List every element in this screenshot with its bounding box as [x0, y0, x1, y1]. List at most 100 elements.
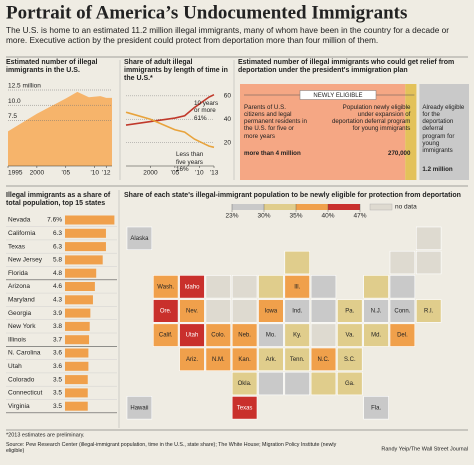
state	[389, 275, 416, 299]
bar	[65, 388, 88, 398]
y-tick-label: 7.5	[8, 113, 17, 120]
legend-swatch	[369, 203, 393, 211]
value-label: 61%	[194, 114, 207, 122]
state	[205, 275, 231, 299]
state	[389, 250, 416, 275]
state	[126, 396, 153, 420]
bar	[65, 228, 106, 238]
state	[310, 299, 337, 323]
bar	[65, 215, 115, 225]
state-label: Pa.	[345, 309, 354, 315]
state	[337, 371, 363, 396]
category-label: New Jersey	[8, 257, 43, 264]
state	[363, 299, 389, 323]
state	[284, 250, 310, 275]
x-tick-label: ’10	[90, 170, 99, 177]
bar	[65, 255, 103, 265]
value-label: 4.3	[53, 297, 62, 304]
state	[205, 299, 231, 323]
value-label: 7.6%	[47, 217, 62, 224]
chart-title: Illegal immigrants as a share of total p…	[6, 192, 111, 208]
state	[363, 323, 389, 347]
category-label: Arizona	[8, 283, 30, 290]
state-label: R.I.	[424, 309, 434, 315]
category-label: Maryland	[8, 297, 35, 304]
x-tick-label: ’12	[102, 170, 111, 177]
category-label: California	[8, 230, 36, 237]
state	[310, 275, 337, 299]
y-tick-label: 40	[224, 116, 232, 123]
x-tick-label: ’10	[195, 170, 204, 177]
state	[363, 396, 389, 420]
state	[258, 371, 284, 396]
value-label: 3.8	[53, 323, 62, 330]
legend-label: no data	[395, 204, 417, 211]
bar	[65, 375, 88, 385]
legend-label: 40%	[321, 213, 334, 220]
category-label: Already eligible for the deportation def…	[422, 104, 465, 154]
legend-label: 47%	[353, 213, 366, 220]
category-label: Illinois	[8, 336, 27, 343]
state	[284, 371, 310, 396]
state	[258, 275, 284, 299]
value-label: 4.8	[53, 270, 62, 277]
legend-label: 30%	[257, 213, 270, 220]
state-label: S.C.	[344, 357, 356, 363]
state	[231, 299, 258, 323]
state-label: Idaho	[184, 284, 200, 290]
value-label: 6.3	[53, 230, 62, 237]
value-label: 1.2 million	[422, 166, 453, 173]
category-label: Virginia	[8, 403, 30, 410]
category-label: N. Carolina	[8, 350, 41, 357]
value-label: 3.7	[53, 336, 62, 343]
state	[231, 396, 258, 420]
category-label: Parents of U.S. citizens and legal perma…	[244, 104, 307, 140]
state	[337, 323, 363, 347]
state-label: N.J.	[371, 309, 382, 315]
bar	[65, 308, 91, 318]
state	[258, 323, 284, 347]
chart-title: Estimated number of illegal immigrants w…	[238, 59, 455, 75]
state-label: Wash.	[157, 284, 174, 290]
state	[415, 250, 442, 275]
state-label: N.C.	[318, 357, 330, 363]
state-label: Hawaii	[130, 405, 148, 411]
bar	[65, 348, 89, 358]
state	[179, 299, 205, 323]
state	[205, 347, 231, 372]
state-label: Colo.	[211, 333, 225, 339]
state	[310, 323, 337, 347]
state	[389, 323, 416, 347]
chart-title: Share of each state's illegal-immigrant …	[124, 192, 461, 199]
bar	[65, 321, 90, 331]
state	[337, 347, 363, 372]
state	[258, 347, 284, 372]
legend-swatch	[328, 204, 360, 210]
state	[284, 275, 310, 299]
bar	[65, 242, 106, 252]
bar	[65, 335, 90, 345]
state	[389, 299, 416, 323]
state	[179, 347, 205, 372]
footnote: *2013 estimates are preliminary.	[6, 432, 85, 438]
state	[231, 275, 258, 299]
state	[179, 323, 205, 347]
bar-segment	[405, 84, 417, 180]
x-tick-label: 2000	[143, 170, 158, 177]
category-label: Utah	[8, 363, 22, 370]
state-label: Kan.	[238, 357, 251, 363]
line	[125, 111, 215, 149]
state	[310, 347, 337, 372]
value-label: more than 4 million	[244, 150, 301, 157]
state	[231, 347, 258, 372]
state	[284, 347, 310, 372]
state-label: N.M.	[212, 357, 225, 363]
bar	[65, 268, 97, 278]
bar	[65, 401, 88, 411]
category-label: Texas	[8, 243, 26, 250]
category-label: New York	[8, 323, 36, 330]
state-label: Conn.	[394, 309, 410, 315]
value-label: 3.9	[53, 310, 62, 317]
state	[258, 299, 284, 323]
